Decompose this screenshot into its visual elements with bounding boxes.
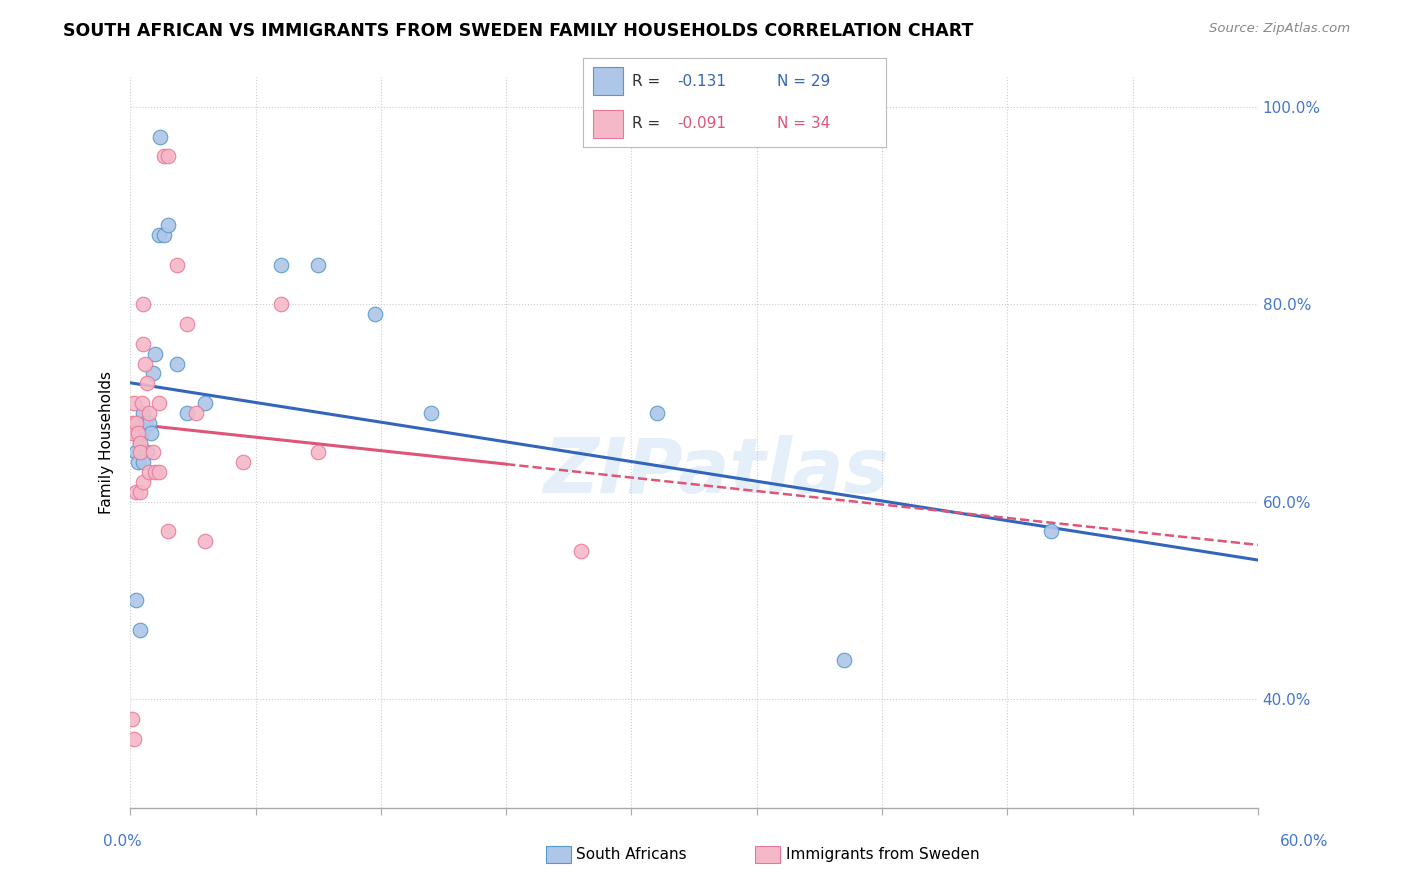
Point xyxy=(125,445,148,459)
Point xyxy=(363,307,385,321)
Point xyxy=(138,416,160,430)
Text: Source: ZipAtlas.com: Source: ZipAtlas.com xyxy=(1209,22,1350,36)
FancyBboxPatch shape xyxy=(592,110,623,138)
Point xyxy=(194,396,217,410)
Point xyxy=(128,435,150,450)
Point xyxy=(132,297,155,311)
Point xyxy=(1040,524,1063,539)
Point xyxy=(127,425,149,440)
Point xyxy=(232,455,254,469)
Point xyxy=(148,396,170,410)
Point xyxy=(149,129,172,144)
Point xyxy=(125,484,148,499)
Point xyxy=(132,455,155,469)
Point xyxy=(121,425,143,440)
Point xyxy=(128,484,150,499)
Point xyxy=(156,149,179,163)
Point xyxy=(136,376,159,391)
Point xyxy=(132,475,155,489)
Point xyxy=(122,425,145,440)
FancyBboxPatch shape xyxy=(592,67,623,95)
Point xyxy=(194,534,217,549)
Point xyxy=(148,465,170,479)
Point xyxy=(132,336,155,351)
Point xyxy=(153,228,176,243)
Text: 60.0%: 60.0% xyxy=(1281,834,1329,848)
Point xyxy=(122,396,145,410)
Point xyxy=(645,406,668,420)
Point xyxy=(122,731,145,746)
Point xyxy=(420,406,443,420)
Point xyxy=(143,347,166,361)
Point xyxy=(834,652,856,666)
Point xyxy=(143,465,166,479)
Point xyxy=(184,406,207,420)
Point xyxy=(128,435,150,450)
Point xyxy=(176,406,198,420)
Point xyxy=(142,445,165,459)
Text: N = 34: N = 34 xyxy=(778,117,830,131)
Point xyxy=(270,258,292,272)
Point xyxy=(125,593,148,607)
Y-axis label: Family Households: Family Households xyxy=(100,371,114,514)
Point xyxy=(139,425,162,440)
Point xyxy=(156,219,179,233)
Point xyxy=(121,416,143,430)
Text: R =: R = xyxy=(631,117,665,131)
Point xyxy=(134,357,156,371)
Point xyxy=(128,623,150,637)
Point xyxy=(148,228,170,243)
Point xyxy=(121,712,143,726)
Point xyxy=(176,317,198,331)
Text: -0.131: -0.131 xyxy=(678,74,727,88)
Text: R =: R = xyxy=(631,74,665,88)
Point xyxy=(270,297,292,311)
Point xyxy=(166,258,188,272)
Point xyxy=(125,416,148,430)
Point xyxy=(569,544,592,558)
Point xyxy=(142,367,165,381)
Point xyxy=(128,445,150,459)
Point xyxy=(307,445,329,459)
Text: N = 29: N = 29 xyxy=(778,74,830,88)
Point xyxy=(136,445,159,459)
Point xyxy=(307,258,329,272)
Point xyxy=(138,465,160,479)
Text: SOUTH AFRICAN VS IMMIGRANTS FROM SWEDEN FAMILY HOUSEHOLDS CORRELATION CHART: SOUTH AFRICAN VS IMMIGRANTS FROM SWEDEN … xyxy=(63,22,973,40)
Point xyxy=(131,396,153,410)
Point xyxy=(138,406,160,420)
Text: -0.091: -0.091 xyxy=(678,117,727,131)
Point xyxy=(134,416,156,430)
Text: South Africans: South Africans xyxy=(576,847,688,862)
Text: Immigrants from Sweden: Immigrants from Sweden xyxy=(786,847,980,862)
Text: ZIPatlas: ZIPatlas xyxy=(544,434,890,508)
Point xyxy=(156,524,179,539)
Text: 0.0%: 0.0% xyxy=(103,834,142,848)
Point xyxy=(166,357,188,371)
Point xyxy=(127,455,149,469)
Point xyxy=(132,406,155,420)
Point xyxy=(131,425,153,440)
Point xyxy=(153,149,176,163)
